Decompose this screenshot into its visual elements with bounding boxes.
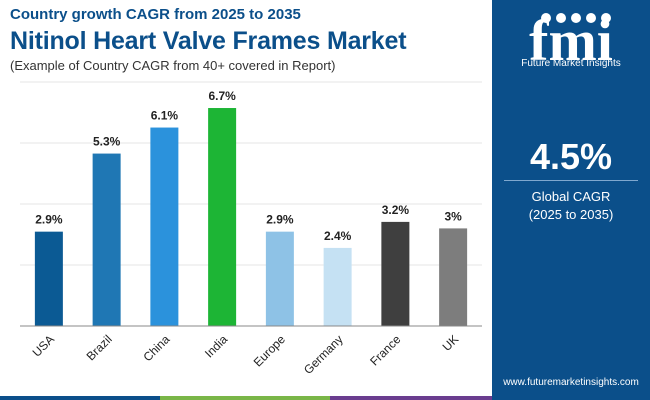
logo-text: Future Market Insights — [521, 58, 621, 69]
x-tick-label: Germany — [301, 332, 346, 377]
bar-china — [150, 127, 179, 327]
x-tick-label: Europe — [251, 332, 288, 369]
data-label: 3.2% — [382, 203, 410, 217]
strip-segment — [160, 396, 330, 400]
data-label: 6.7% — [208, 89, 236, 103]
bottom-color-strip — [0, 396, 492, 400]
global-cagr-label: Global CAGR — [531, 189, 611, 204]
bar-uk — [439, 228, 468, 326]
x-tick-label: France — [367, 332, 404, 369]
sidebar: fmi Future Market Insights 4.5% Global C… — [492, 0, 650, 400]
bar-india — [208, 108, 237, 326]
data-label: 6.1% — [151, 109, 179, 123]
chart-title: Nitinol Heart Valve Frames Market — [10, 27, 407, 55]
data-label: 2.9% — [35, 213, 63, 227]
x-tick-label: India — [202, 332, 231, 361]
bar-chart: 2.9% USA 5.3% Brazil 6.1% China 6.7% India 2.9% E… — [20, 81, 482, 377]
x-tick-label: USA — [30, 332, 57, 359]
data-label: 2.4% — [324, 229, 352, 243]
strip-segment — [330, 396, 492, 400]
data-label: 3% — [444, 209, 462, 223]
chart-note: (Example of Country CAGR from 40+ covere… — [10, 58, 336, 73]
x-tick-label: China — [140, 332, 172, 364]
x-tick-label: UK — [440, 332, 462, 354]
divider — [504, 180, 638, 181]
bar-europe — [265, 231, 294, 326]
strip-segment — [0, 396, 160, 400]
bar-france — [381, 221, 410, 326]
global-cagr-period: (2025 to 2035) — [528, 207, 614, 222]
bar-germany — [323, 247, 352, 326]
data-label: 5.3% — [93, 135, 121, 149]
data-label: 2.9% — [266, 213, 294, 227]
global-cagr-value: 4.5% — [529, 136, 613, 177]
fmi-logo: fmi — [529, 8, 613, 73]
x-tick-label: Brazil — [84, 332, 115, 363]
header: Country growth CAGR from 2025 to 2035 Ni… — [10, 6, 490, 74]
bar-brazil — [92, 153, 121, 326]
website-link[interactable]: www.futuremarketinsights.com — [503, 377, 639, 388]
chart-supertitle: Country growth CAGR from 2025 to 2035 — [10, 6, 301, 23]
bar-usa — [34, 231, 63, 326]
